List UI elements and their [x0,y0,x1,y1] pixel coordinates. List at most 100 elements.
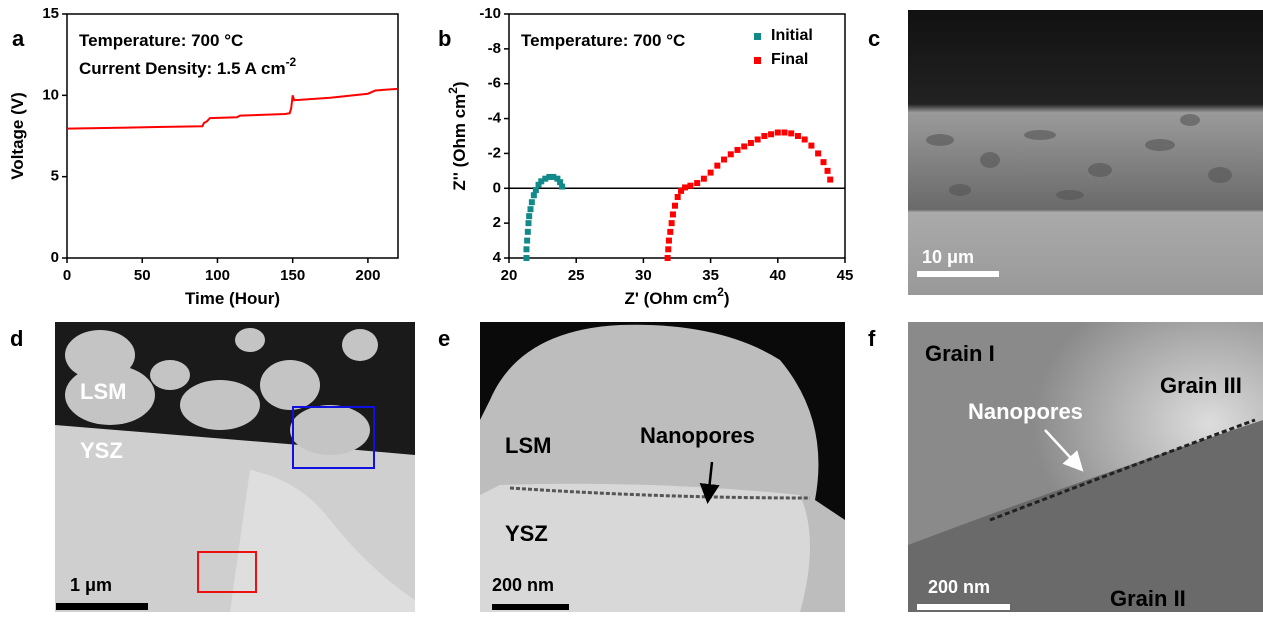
x-axis-label-text: Z' (Ohm cm [624,289,717,308]
annotation: Current Density: 1.5 A cm-2 [79,55,297,78]
scale-bar-label: 200 nm [928,577,990,597]
panel-label: f [868,326,876,351]
grain-label: Grain II [1110,586,1186,611]
x-tick-label: 150 [280,267,305,284]
data-point [721,156,728,163]
y-axis-label-text: Z'' (Ohm cm [450,94,469,191]
arrow [1044,429,1084,472]
annotation-sup: -2 [286,55,297,69]
data-point [524,237,531,244]
annotation-label: Nanopores [968,399,1083,424]
annotation-text: Current Density: 1.5 A cm [79,59,286,78]
y-tick-label: 4 [493,249,502,266]
data-point [665,237,672,244]
data-point [546,173,553,180]
data-point [788,130,795,137]
panel-label: d [10,326,23,351]
data-point [774,129,781,136]
annotation: Temperature: 700 °C [521,31,685,50]
data-point [557,179,564,186]
y-tick-label: 0 [51,249,59,266]
data-point [682,184,689,191]
scale-bar-label: 1 μm [70,575,112,595]
data-point [747,139,754,146]
data-point [761,133,768,139]
plot-frame [66,13,399,259]
data-point [530,192,537,199]
y-tick-label: -6 [488,75,501,92]
annotation: Temperature: 700 °C [79,31,243,50]
data-point [669,211,676,218]
x-axis-label-text: ) [724,289,730,308]
panel-label: a [12,26,25,51]
y-tick-label: -8 [488,40,501,57]
panel-label: e [438,326,450,351]
data-point [554,175,561,182]
data-point [801,136,808,143]
legend-marker [754,57,761,64]
annotation-text: Temperature: 700 °C [521,31,685,50]
data-point [808,142,815,149]
y-tick-label: 15 [42,5,59,22]
legend-marker [754,33,761,40]
y-axis-label: Z'' (Ohm cm2) [446,81,469,190]
data-point [707,169,714,176]
data-point [824,167,831,174]
y-tick-label: -2 [488,144,501,161]
data-point [700,175,707,182]
y-axis-label-text: Voltage (V) [8,92,27,180]
data-point [734,146,741,153]
data-point [674,194,681,200]
x-tick-label: 25 [568,267,585,284]
data-point [538,178,545,185]
data-point [523,255,530,261]
grain-label: Grain III [1160,373,1242,398]
data-point [550,173,557,180]
data-point [528,199,535,206]
data-point [794,133,801,139]
data-point [535,181,542,188]
data-point [714,162,721,169]
x-tick-label: 30 [635,267,652,284]
panel-label: c [868,26,880,51]
data-point [727,151,734,158]
phase-label: YSZ [80,438,123,463]
micrograph-f: Grain I Grain III Nanopores Grain II 200… [908,322,1263,612]
x-tick-label: 45 [837,267,854,284]
x-axis-label: Z' (Ohm cm2) [624,285,729,308]
x-tick-label: 0 [63,267,71,284]
legend-label: Final [771,51,808,68]
data-point [526,213,533,220]
data-point [820,159,827,166]
data-point [542,175,549,182]
y-tick-label: -4 [488,110,502,127]
x-tick-label: 35 [702,267,719,284]
data-point [667,228,674,235]
y-tick-label: 5 [51,168,59,185]
micrograph-e: LSM Nanopores YSZ 200 nm [480,322,845,612]
data-point [532,187,539,194]
data-point [827,176,834,183]
data-point [768,131,775,138]
phase-label: YSZ [505,521,548,546]
micrograph-c: 10 μm [908,10,1263,295]
annotation-text: Temperature: 700 °C [79,31,243,50]
y-tick-label: 10 [42,86,59,103]
y-tick-label: 2 [493,214,501,231]
y-axis-label: Voltage (V) [8,92,27,180]
x-tick-label: 40 [769,267,786,284]
x-axis-label: Time (Hour) [185,289,280,308]
phase-label: LSM [80,379,126,404]
annotation-label: Nanopores [640,423,755,448]
data-point [527,206,534,213]
data-point [671,202,678,209]
micrograph-d: LSM YSZ 1 μm [55,322,415,612]
x-tick-label: 20 [501,267,518,284]
panel-label: b [438,26,451,51]
data-point [694,180,701,187]
y-tick-label: -10 [479,5,501,22]
data-point [781,129,788,136]
data-point [668,220,675,227]
data-point [525,220,532,227]
